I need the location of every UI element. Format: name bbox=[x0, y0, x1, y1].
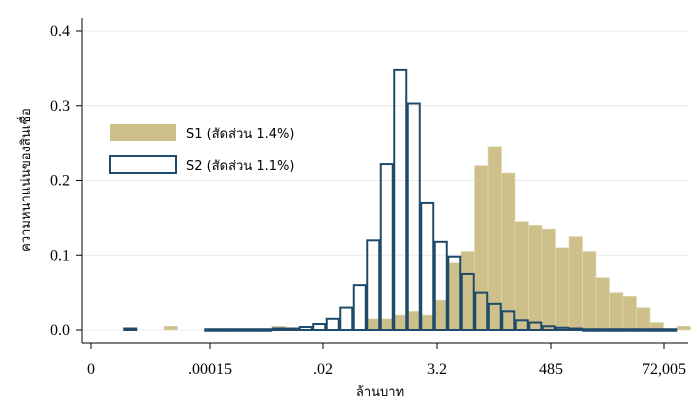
s2-bar bbox=[582, 328, 597, 332]
s1-bar bbox=[379, 318, 394, 331]
s2-bar bbox=[312, 323, 327, 331]
x-tick-label: 485 bbox=[539, 361, 563, 378]
y-tick-label: 0.4 bbox=[50, 23, 70, 40]
s2-bar bbox=[244, 328, 259, 332]
y-tick-label: 0.2 bbox=[50, 173, 70, 190]
s2-bar bbox=[663, 328, 678, 332]
s2-bar bbox=[352, 284, 367, 331]
x-tick-label: .02 bbox=[313, 361, 333, 378]
y-axis-title: ความหนาแน่นของสินเชื่อ bbox=[17, 108, 34, 252]
s2-bar bbox=[123, 327, 138, 332]
x-tick-label: 0 bbox=[87, 361, 95, 378]
s1-bar bbox=[636, 307, 651, 331]
s2-bar bbox=[298, 326, 313, 332]
x-tick-label: 72,005 bbox=[642, 361, 686, 378]
x-axis-title: ล้านบาท bbox=[356, 385, 404, 400]
s1-bar bbox=[555, 247, 570, 331]
s2-bar bbox=[501, 310, 516, 331]
s2-bar bbox=[258, 328, 273, 332]
series-s2-bars bbox=[123, 68, 678, 332]
s1-bar bbox=[582, 251, 597, 331]
s2-bar bbox=[204, 328, 219, 332]
s2-bar bbox=[622, 328, 637, 332]
s1-bar bbox=[406, 311, 421, 331]
s2-bar bbox=[649, 328, 664, 332]
s1-bar bbox=[460, 251, 475, 331]
s1-bar bbox=[163, 325, 178, 331]
s2-bar bbox=[609, 328, 624, 332]
s2-bar bbox=[406, 102, 421, 331]
x-ticks: 0 .00015 .02 3.2 485 72,005 bbox=[87, 343, 686, 378]
s2-bar bbox=[595, 328, 610, 332]
s1-bar bbox=[595, 277, 610, 331]
s1-bar bbox=[568, 236, 583, 331]
legend-swatch-s2 bbox=[109, 155, 177, 174]
y-tick-label: 0.1 bbox=[50, 247, 70, 264]
s1-bar bbox=[622, 296, 637, 331]
s1-bar bbox=[433, 299, 448, 331]
s2-bar bbox=[433, 240, 448, 331]
s1-bar bbox=[514, 221, 529, 331]
s1-bar bbox=[676, 325, 691, 331]
s2-bar bbox=[514, 319, 529, 332]
s2-bar bbox=[339, 306, 354, 332]
s1-bar bbox=[393, 314, 408, 331]
x-tick-label: 3.2 bbox=[427, 361, 447, 378]
s2-bar bbox=[528, 321, 543, 331]
legend: S1 (สัดส่วน 1.4%) S2 (สัดส่วน 1.1%) bbox=[109, 124, 294, 174]
s1-bar bbox=[487, 146, 502, 331]
s1-bar bbox=[447, 262, 462, 331]
s1-bar bbox=[528, 225, 543, 331]
legend-swatch-s1 bbox=[110, 124, 176, 141]
s2-bar bbox=[231, 328, 246, 332]
y-ticks: 0.0 0.1 0.2 0.3 0.4 bbox=[50, 23, 82, 339]
s2-bar bbox=[379, 163, 394, 331]
s2-bar bbox=[285, 327, 300, 332]
s2-bar bbox=[636, 328, 651, 332]
s1-bar bbox=[501, 172, 516, 331]
s2-bar bbox=[541, 325, 556, 332]
s2-bar bbox=[325, 317, 340, 332]
y-tick-label: 0.3 bbox=[50, 98, 70, 115]
legend-label-s1: S1 (สัดส่วน 1.4%) bbox=[186, 127, 294, 142]
x-tick-label: .00015 bbox=[188, 361, 232, 378]
s2-bar bbox=[271, 327, 286, 332]
s1-bar bbox=[474, 165, 489, 331]
s1-bar bbox=[420, 314, 435, 331]
legend-label-s2: S2 (สัดส่วน 1.1%) bbox=[186, 159, 294, 174]
s2-bar bbox=[460, 272, 475, 331]
s2-bar bbox=[393, 68, 408, 332]
series-s1-bars bbox=[163, 146, 691, 331]
s2-bar bbox=[217, 328, 232, 332]
y-tick-label: 0.0 bbox=[50, 322, 70, 339]
s1-bar bbox=[541, 228, 556, 331]
s2-bar bbox=[366, 239, 381, 331]
s2-bar bbox=[474, 291, 489, 331]
s1-bar bbox=[609, 292, 624, 331]
s2-bar bbox=[487, 302, 502, 331]
s2-bar bbox=[555, 326, 570, 332]
s2-bar bbox=[447, 255, 462, 331]
s2-bar bbox=[420, 201, 435, 331]
s2-bar bbox=[568, 327, 583, 332]
s1-bar bbox=[366, 318, 381, 331]
